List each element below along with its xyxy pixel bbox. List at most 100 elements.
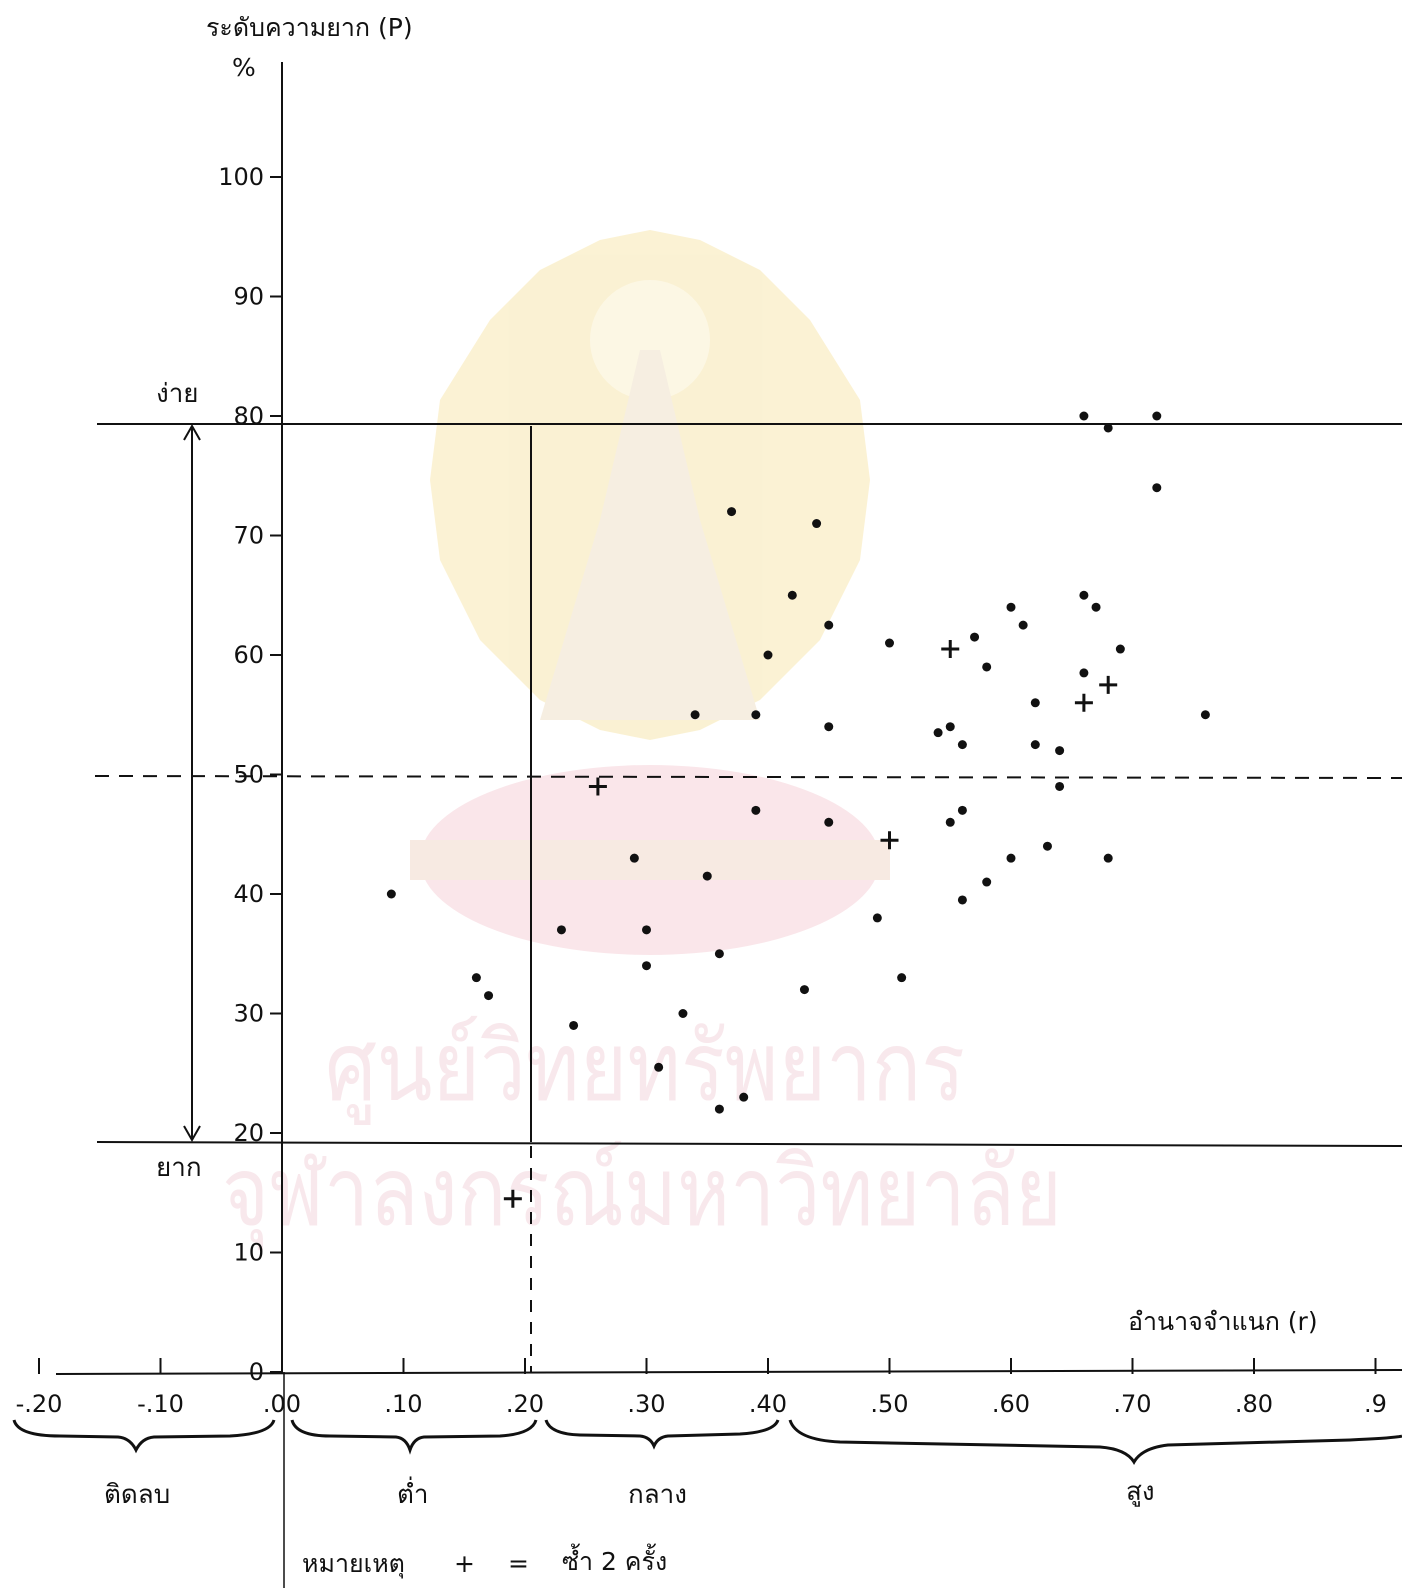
- x-tick-label: -.20: [16, 1390, 63, 1418]
- x-tick-label: .80: [1235, 1390, 1273, 1418]
- data-point: [1006, 853, 1016, 863]
- data-point: [642, 961, 651, 971]
- data-point: [945, 722, 955, 732]
- data-point: [1055, 781, 1065, 791]
- data-point: [702, 871, 712, 881]
- data-point: [751, 710, 761, 720]
- data-point: [484, 991, 494, 1001]
- brace-high: [788, 1419, 1402, 1465]
- data-point: [1018, 620, 1028, 630]
- group-braces: [12, 1419, 1402, 1465]
- x-tick-label: .9: [1364, 1390, 1387, 1418]
- x-tick-label: .50: [870, 1390, 908, 1418]
- y-tick-label: 100: [218, 163, 264, 191]
- data-point: [970, 632, 980, 642]
- data-point: [569, 1020, 579, 1030]
- data-point: [812, 519, 822, 529]
- data-point: [654, 1062, 664, 1072]
- data-point: [957, 740, 967, 750]
- y-tick-label: 20: [233, 1119, 264, 1147]
- group-high-label: สูง: [1126, 1477, 1155, 1507]
- data-point: [982, 877, 992, 887]
- data-point: [787, 590, 797, 600]
- brace-low: [290, 1419, 538, 1455]
- data-point: [1115, 644, 1125, 654]
- data-point: [386, 889, 396, 899]
- x-tick-label: .70: [1113, 1390, 1151, 1418]
- watermark-line2: จุฬาลงกรณ์มหาวิทยาลัย: [222, 1136, 1062, 1251]
- data-point: [1103, 423, 1113, 433]
- data-point: [556, 925, 566, 935]
- data-point: [824, 620, 834, 630]
- data-point: [751, 805, 761, 815]
- data-point: [714, 1104, 724, 1114]
- data-point: [824, 817, 834, 827]
- group-negative-label: ติดลบ: [104, 1480, 170, 1510]
- x-tick-label: .40: [749, 1390, 787, 1418]
- x-ticks: -.20 -.10 .00 .10 .20 .30 .40 .50 .60 .70 .80 .9: [16, 1358, 1387, 1418]
- data-point: [642, 925, 651, 935]
- easy-label: ง่าย: [156, 379, 199, 409]
- data-point: [1152, 411, 1162, 421]
- data-point: [897, 973, 907, 983]
- data-point: [763, 650, 773, 660]
- x-tick-label: .30: [627, 1390, 665, 1418]
- y-tick-label: 40: [233, 880, 264, 908]
- repeated-point-marker: [880, 831, 899, 850]
- repeated-point-marker: [503, 1189, 522, 1208]
- watermark-line1: ศูนย์วิทยทรัพยากร: [325, 1011, 965, 1125]
- data-point: [629, 853, 639, 863]
- note-label: หมายเหตุ: [302, 1549, 405, 1579]
- data-point: [739, 1092, 749, 1102]
- group-mid-label: กลาง: [628, 1480, 687, 1510]
- note-symbol: +: [454, 1549, 475, 1578]
- difficulty-arrow: [183, 423, 201, 1143]
- data-point: [714, 949, 724, 959]
- data-point: [945, 817, 955, 827]
- data-point: [885, 638, 894, 648]
- data-point: [471, 973, 481, 983]
- p50-dashed-line: [94, 775, 1402, 779]
- repeated-point-marker: [941, 640, 960, 659]
- y-tick-label: 60: [233, 641, 264, 669]
- repeated-point-marker: [588, 777, 607, 796]
- repeated-points: [503, 640, 1118, 1208]
- y-ticks: 0 10 20 30 40 50 60 70 80 90 100: [218, 163, 282, 1386]
- note-equals: =: [508, 1549, 529, 1578]
- x-tick-label: -.10: [137, 1390, 184, 1418]
- seal-spire: [540, 350, 760, 720]
- data-point: [1152, 483, 1162, 493]
- data-point: [957, 805, 967, 815]
- data-point: [727, 507, 737, 517]
- x-tick-label: .20: [506, 1390, 544, 1418]
- y-tick-label: 90: [233, 283, 264, 311]
- data-point: [1055, 746, 1065, 756]
- y-axis-title: ระดับความยาก (P): [206, 13, 413, 42]
- data-point: [690, 710, 700, 720]
- hard-label: ยาก: [156, 1153, 202, 1183]
- y-tick-label: 30: [233, 1000, 264, 1028]
- data-point: [872, 913, 882, 923]
- x-axis-line: [55, 1369, 1402, 1375]
- data-point: [1079, 411, 1089, 421]
- y-axis-unit: %: [232, 53, 256, 82]
- data-point: [1030, 698, 1040, 708]
- data-point: [1103, 853, 1113, 863]
- data-point: [1079, 668, 1089, 678]
- y-tick-label: 10: [233, 1239, 264, 1267]
- seal-halo: [590, 280, 710, 400]
- y-tick-label: 0: [249, 1358, 264, 1386]
- seal-table: [410, 840, 890, 880]
- p20-line: [96, 1141, 1402, 1147]
- y-tick-label: 50: [233, 761, 264, 789]
- watermark: ศูนย์วิทยทรัพยากร จุฬาลงกรณ์มหาวิทยาลัย: [222, 230, 1062, 1251]
- data-point: [1042, 841, 1052, 851]
- x-tick-label: .00: [263, 1390, 301, 1418]
- data-point: [824, 722, 834, 732]
- data-point: [1030, 740, 1040, 750]
- brace-negative: [12, 1419, 276, 1454]
- data-points: [386, 411, 1210, 1114]
- group-low-label: ต่ำ: [397, 1476, 428, 1510]
- data-point: [1079, 590, 1089, 600]
